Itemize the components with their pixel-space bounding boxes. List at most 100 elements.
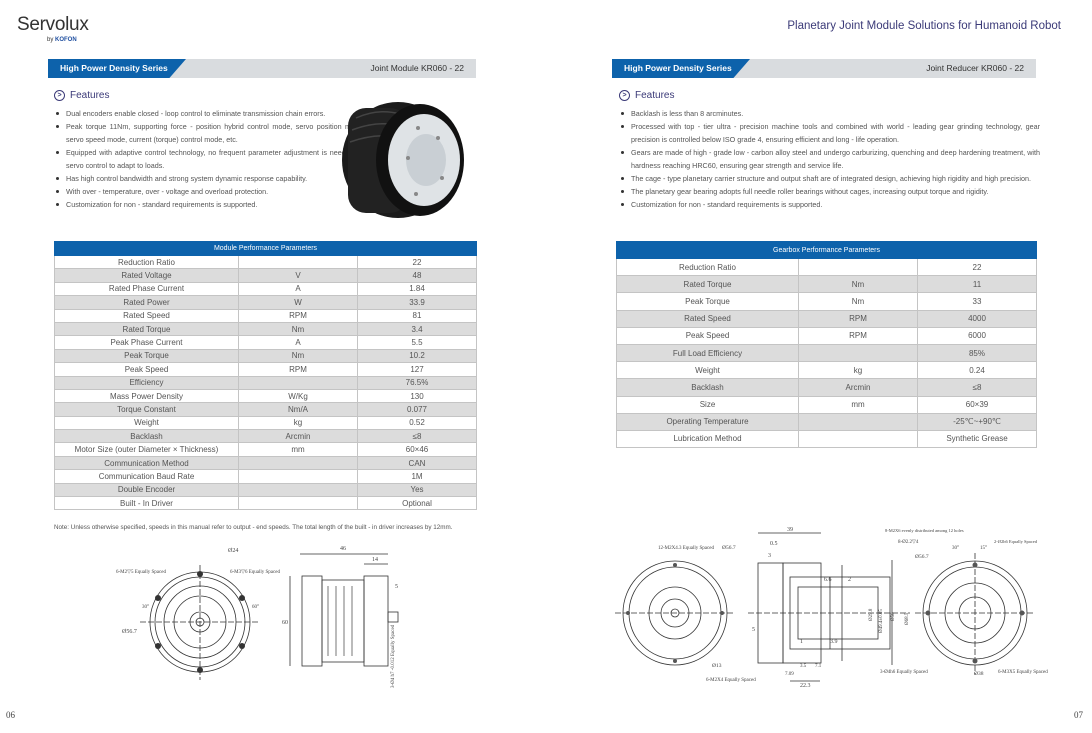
- param-name: Rated Speed: [616, 309, 799, 328]
- dim-label: 3-Ø4 h7 -0.012 Equally Spaced: [391, 624, 396, 688]
- dim-label: 7.1: [815, 664, 822, 669]
- table-title: Module Performance Parameters: [54, 241, 477, 256]
- param-value: 3.4: [357, 321, 477, 337]
- param-name: Rated Speed: [54, 308, 239, 323]
- param-name: Rated Phase Current: [54, 281, 239, 297]
- dim-label: 6-M2▽5 Equally Spaced: [116, 569, 166, 575]
- dim-label: 5: [395, 584, 398, 590]
- param-value: CAN: [357, 455, 477, 471]
- arrow-circle-icon: >: [619, 90, 630, 101]
- dim-label: 6-M2X4 Equally Spaced: [706, 678, 756, 683]
- param-name: Lubrication Method: [616, 429, 799, 449]
- list-item: Has high control bandwidth and strong sy…: [55, 172, 365, 185]
- param-unit: RPM: [238, 308, 358, 323]
- param-value: Synthetic Grease: [917, 429, 1037, 449]
- param-value: 48: [357, 268, 477, 283]
- param-value: 60×39: [917, 395, 1037, 414]
- param-name: Built - In Driver: [54, 496, 239, 511]
- series-label: High Power Density Series: [48, 59, 186, 78]
- table-row: Rated Voltage V 48: [54, 268, 477, 283]
- param-name: Rated Torque: [54, 321, 239, 337]
- dim-label: Ø56.7: [915, 554, 929, 560]
- table-row: Rated Speed RPM 81: [54, 308, 477, 323]
- list-item: Peak torque 11Nm, supporting force - pos…: [55, 120, 365, 146]
- page-number-left: 06: [6, 710, 15, 720]
- dim-label: 0.5: [770, 541, 778, 547]
- dim-label: 3-Ø4h6 Equally Spaced: [880, 670, 928, 675]
- dim-label: Ø56.7: [722, 545, 736, 551]
- param-unit: [238, 375, 358, 390]
- param-value: 60×46: [357, 442, 477, 457]
- dim-label: 6.6: [824, 577, 832, 583]
- param-value: -25℃~+90℃: [917, 412, 1037, 431]
- param-name: Communication Method: [54, 455, 239, 471]
- dim-label: Ø56: [891, 612, 896, 621]
- param-unit: [798, 257, 918, 277]
- param-unit: [238, 496, 358, 511]
- param-value: 130: [357, 388, 477, 404]
- series-label: High Power Density Series: [612, 59, 750, 78]
- param-value: Yes: [357, 482, 477, 498]
- param-value: ≤8: [357, 429, 477, 444]
- param-name: Mass Power Density: [54, 388, 239, 404]
- list-item: Backlash is less than 8 arcminutes.: [620, 107, 1040, 120]
- param-value: Optional: [357, 496, 477, 511]
- table-row: Reduction Ratio 22: [616, 257, 1037, 277]
- param-name: Peak Phase Current: [54, 335, 239, 350]
- param-value: 5.5: [357, 335, 477, 350]
- param-unit: mm: [238, 442, 358, 457]
- param-unit: [798, 343, 918, 363]
- dim-label: Ø13: [712, 663, 722, 669]
- table-row: Mass Power Density W/Kg 130: [54, 388, 477, 404]
- param-name: Peak Torque: [616, 292, 799, 311]
- list-item: With over - temperature, over - voltage …: [55, 185, 365, 198]
- table-row: Efficiency 76.5%: [54, 375, 477, 390]
- joint-module-photo: [342, 102, 464, 218]
- list-item: Customization for non - standard require…: [620, 198, 1040, 211]
- footnote: Note: Unless otherwise specified, speeds…: [54, 524, 453, 531]
- module-parameters-table: Module Performance Parameters Reduction …: [54, 241, 477, 511]
- list-item: The cage - type planetary carrier struct…: [620, 172, 1040, 185]
- param-value: 11: [917, 275, 1037, 294]
- dim-label: Ø68.5: [905, 612, 910, 625]
- param-unit: [798, 412, 918, 431]
- table-row: Rated Phase Current A 1.84: [54, 281, 477, 297]
- features-heading-left: > Features: [54, 90, 109, 101]
- dim-label: Ø38: [974, 671, 984, 677]
- dim-label: 30°: [142, 605, 149, 610]
- param-name: Operating Temperature: [616, 412, 799, 431]
- table-row: Peak Torque Nm 33: [616, 292, 1037, 311]
- list-item: Processed with top - tier ultra - precis…: [620, 120, 1040, 146]
- dim-label: Ø49.4±0.05: [879, 609, 884, 633]
- param-name: Rated Torque: [616, 275, 799, 294]
- series-band-right: High Power Density Series Joint Reducer …: [612, 59, 1036, 78]
- dim-label: 60°: [252, 605, 259, 610]
- param-unit: [238, 455, 358, 471]
- param-value: 76.5%: [357, 375, 477, 390]
- param-value: 0.52: [357, 415, 477, 431]
- param-unit: Nm: [798, 292, 918, 311]
- param-name: Torque Constant: [54, 402, 239, 417]
- table-row: Communication Baud Rate 1M: [54, 469, 477, 484]
- param-name: Backlash: [616, 378, 799, 397]
- param-unit: kg: [798, 361, 918, 380]
- param-unit: W: [238, 295, 358, 310]
- param-value: 22: [357, 254, 477, 270]
- dim-label: 8-Ø2.2▽4: [898, 539, 919, 545]
- table-row: Torque Constant Nm/A 0.077: [54, 402, 477, 417]
- dim-label: 5: [752, 627, 755, 633]
- param-value: 0.24: [917, 361, 1037, 380]
- table-row: Backlash Arcmin ≤8: [54, 429, 477, 444]
- table-row: Built - In Driver Optional: [54, 496, 477, 511]
- table-row: Reduction Ratio 22: [54, 254, 477, 270]
- document-title: Planetary Joint Module Solutions for Hum…: [787, 20, 1061, 32]
- param-value: 85%: [917, 343, 1037, 363]
- dim-label: 60: [282, 620, 288, 626]
- param-unit: A: [238, 281, 358, 297]
- table-row: Motor Size (outer Diameter × Thickness) m…: [54, 442, 477, 457]
- table-row: Lubrication Method Synthetic Grease: [616, 429, 1037, 449]
- table-row: Rated Torque Nm 3.4: [54, 321, 477, 337]
- param-unit: A: [238, 335, 358, 350]
- dim-label: 1: [800, 639, 803, 645]
- param-unit: RPM: [798, 309, 918, 328]
